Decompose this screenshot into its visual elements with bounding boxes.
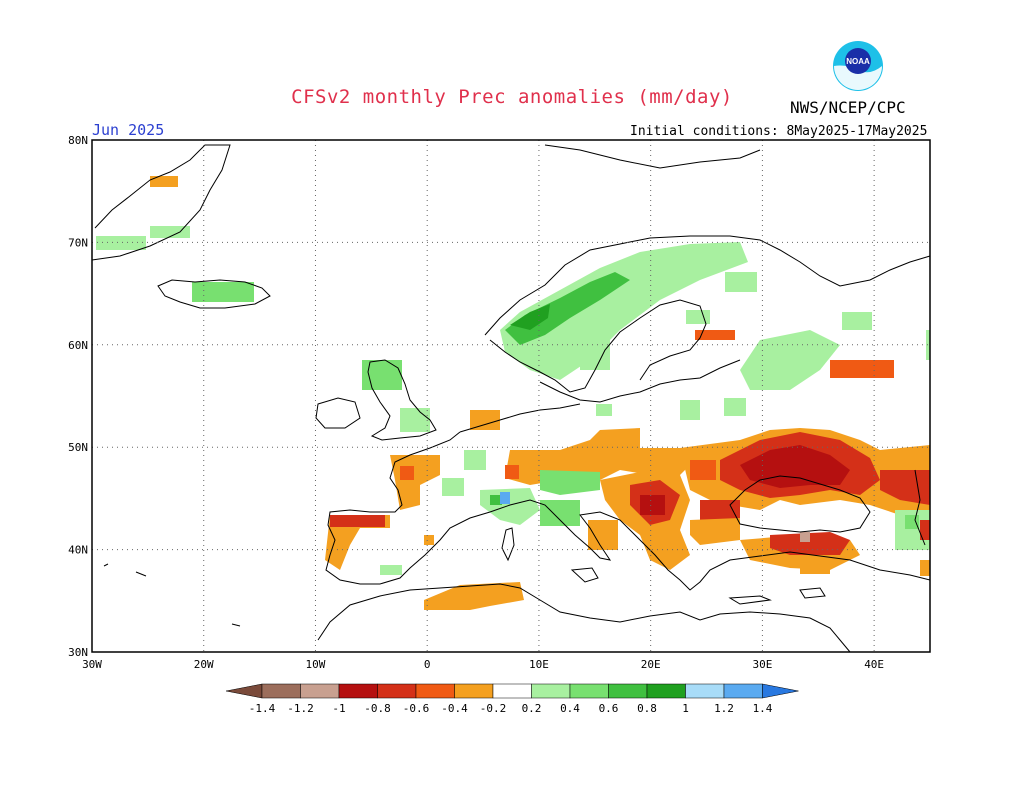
colorbar-segment (338, 683, 378, 699)
latitude-labels: 30N 40N 50N 60N 70N 80N (68, 134, 88, 659)
map-title: CFSv2 monthly Prec anomalies (mm/day) (291, 86, 733, 108)
svg-text:NOAA: NOAA (846, 57, 870, 66)
lon-tick-label: 20W (194, 658, 214, 671)
lat-tick-label: 40N (68, 544, 88, 557)
lat-tick-label: 30N (68, 646, 88, 659)
lat-tick-label: 80N (68, 134, 88, 147)
lat-tick-label: 60N (68, 339, 88, 352)
lat-tick-label: 50N (68, 441, 88, 454)
colorbar-label: -0.6 (403, 702, 430, 715)
colorbar-label: 0.8 (637, 702, 657, 715)
colorbar-segment (685, 683, 725, 699)
colorbar-label: 0.6 (599, 702, 619, 715)
noaa-logo: NOAA (833, 41, 883, 91)
lon-tick-label: 20E (641, 658, 661, 671)
lon-tick-label: 10E (529, 658, 549, 671)
colorbar-segment (531, 683, 571, 699)
colorbar-segment (492, 683, 532, 699)
lat-tick-label: 70N (68, 236, 88, 249)
graticule (92, 140, 930, 652)
colorbar-segment (377, 683, 417, 699)
colorbar-segment (415, 683, 455, 699)
colorbar-segment (569, 683, 609, 699)
colorbar-left-arrow (225, 683, 263, 699)
colorbar-label: 0.2 (522, 702, 542, 715)
map-frame (91, 139, 931, 653)
agency-label: NWS/NCEP/CPC (790, 98, 906, 117)
lon-tick-label: 30W (82, 658, 102, 671)
anomaly-cells (96, 176, 930, 610)
colorbar-label: -1.4 (249, 702, 276, 715)
colorbar-label: -0.4 (441, 702, 468, 715)
colorbar-label: -1 (332, 702, 345, 715)
colorbar-label: -1.2 (287, 702, 314, 715)
lon-tick-label: 30E (752, 658, 772, 671)
colorbar-label: 1.4 (753, 702, 773, 715)
lon-tick-label: 10W (306, 658, 326, 671)
colorbar: -1.4 -1.2 -1 -0.8 -0.6 -0.4 -0.2 0.2 0.4 0.6 0.8 1 1… (225, 683, 799, 715)
colorbar-segment (454, 683, 494, 699)
lon-tick-label: 0 (424, 658, 431, 671)
lon-tick-label: 40E (864, 658, 884, 671)
colorbar-segment (300, 683, 340, 699)
colorbar-right-arrow (762, 683, 799, 699)
colorbar-label: -0.8 (364, 702, 391, 715)
colorbar-label: -0.2 (480, 702, 507, 715)
colorbar-segment (608, 683, 648, 699)
longitude-labels: 30W 20W 10W 0 10E 20E 30E 40E (82, 658, 884, 671)
colorbar-label: 1 (682, 702, 689, 715)
colorbar-segment (261, 683, 301, 699)
coastlines (91, 144, 931, 653)
colorbar-label: 0.4 (560, 702, 580, 715)
colorbar-segment (646, 683, 686, 699)
colorbar-segment (723, 683, 763, 699)
initial-conditions: Initial conditions: 8May2025-17May2025 (630, 124, 928, 139)
forecast-month: Jun 2025 (92, 121, 165, 139)
colorbar-label: 1.2 (714, 702, 734, 715)
